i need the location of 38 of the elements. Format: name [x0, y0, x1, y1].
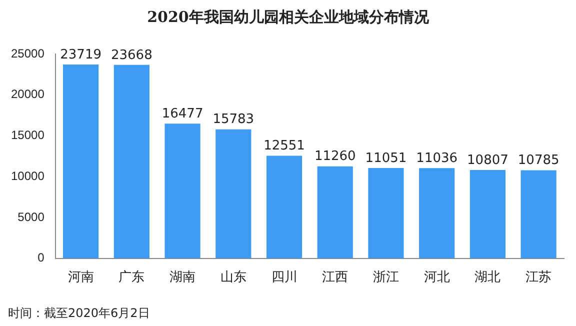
text: 时间：截至2020年6月2日: [8, 305, 150, 322]
x-tick-label: 江西: [322, 268, 348, 284]
data-label: 11260: [314, 149, 356, 164]
x-tick-label: 河南: [68, 268, 94, 284]
bar: [368, 168, 404, 258]
y-tick-label: 10000: [10, 168, 45, 183]
x-tick-label: 四川: [271, 268, 298, 284]
y-tick-label: 5000: [18, 210, 45, 224]
data-label: 11036: [416, 151, 458, 166]
bar: [63, 64, 99, 258]
x-tick-label: 湖北: [474, 268, 501, 284]
bar: [317, 166, 353, 258]
data-label: 23668: [110, 48, 152, 63]
x-tick-label: 江苏: [526, 268, 552, 284]
y-tick-label: 0: [38, 250, 45, 265]
y-tick-label: 15000: [10, 128, 45, 142]
y-tick-label: 25000: [10, 46, 45, 60]
data-label: 10807: [467, 152, 508, 168]
bar: [216, 129, 252, 258]
bar: [266, 156, 302, 258]
data-label: 16477: [162, 106, 204, 122]
bar: [164, 124, 200, 258]
bar: [470, 170, 506, 258]
chart-title: 2020年我国幼儿园相关企业地域分布情况: [146, 8, 430, 27]
bar: [114, 64, 150, 258]
data-label: 23719: [60, 47, 102, 62]
y-tick-label: 20000: [10, 87, 45, 102]
data-label: 12551: [264, 138, 305, 154]
x-tick-label: 河北: [424, 268, 450, 284]
x-tick-label: 湖南: [170, 268, 196, 284]
data-label: 11051: [365, 150, 407, 166]
data-label: 15783: [212, 112, 254, 128]
x-tick-label: 山东: [220, 268, 246, 284]
x-tick-label: 广东: [118, 268, 145, 284]
bar: [419, 168, 455, 258]
x-tick-label: 浙江: [372, 268, 399, 284]
bar: [520, 170, 556, 258]
data-label: 10785: [518, 153, 560, 168]
